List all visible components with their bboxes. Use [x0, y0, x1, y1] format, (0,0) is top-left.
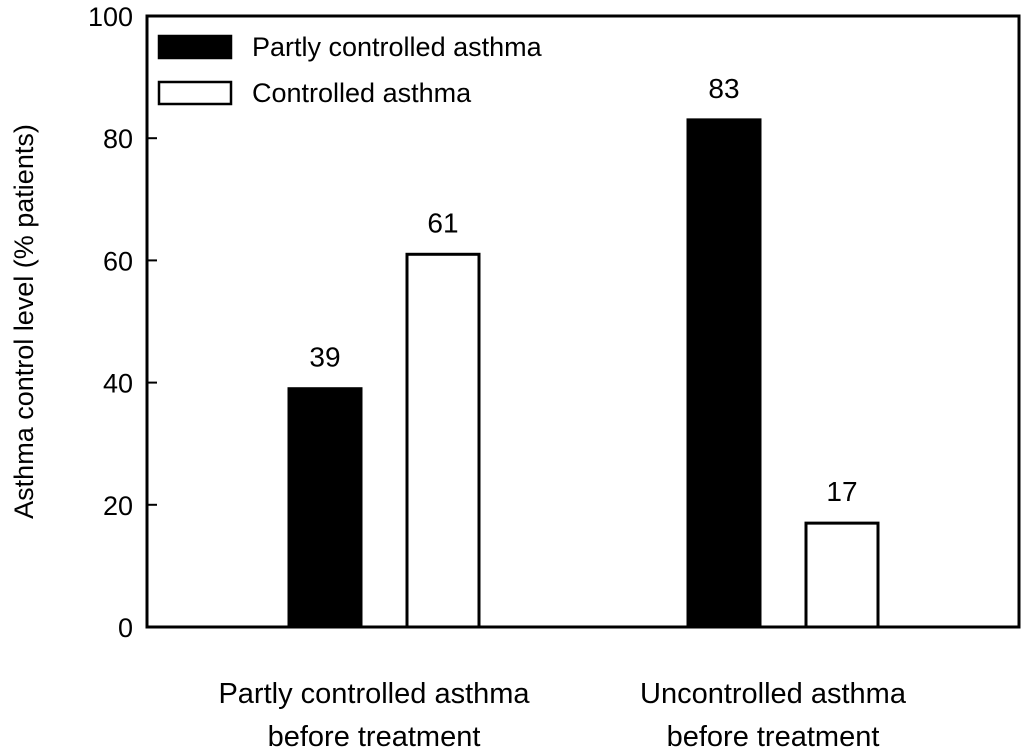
bar: [405, 252, 481, 629]
y-tick-label: 20: [103, 491, 133, 521]
bar-value-label: 61: [427, 207, 458, 238]
y-axis: 0 20 40 60 80 100: [88, 2, 157, 643]
y-tick-label: 40: [103, 369, 133, 399]
y-axis-title: Asthma control level (% patients): [9, 124, 39, 519]
legend-swatch: [157, 80, 233, 106]
bar-value-label: 39: [309, 342, 340, 373]
bar: [804, 521, 880, 629]
bar: [686, 118, 762, 629]
legend-label: Partly controlled asthma: [252, 32, 543, 62]
x-category-label: Partly controlled asthma: [218, 678, 530, 710]
y-tick-label: 60: [103, 246, 133, 276]
y-tick-label: 80: [103, 124, 133, 154]
x-category-label: before treatment: [268, 721, 481, 750]
bars: [287, 118, 880, 629]
legend: Partly controlled asthma Controlled asthm…: [157, 32, 543, 108]
x-axis-labels: Partly controlled asthma before treatment…: [218, 678, 906, 750]
bar-value-label: 17: [826, 476, 857, 507]
x-category-label: before treatment: [667, 721, 880, 750]
y-tick-label: 100: [88, 2, 133, 32]
x-category-label: Uncontrolled asthma: [640, 678, 907, 710]
bar: [287, 387, 363, 629]
legend-label: Controlled asthma: [252, 78, 472, 108]
legend-swatch: [157, 34, 233, 60]
value-labels: 39 83 61 17: [309, 73, 857, 507]
bar-value-label: 83: [708, 73, 739, 104]
y-tick-label: 0: [118, 613, 133, 643]
plot-frame: [145, 14, 1021, 629]
